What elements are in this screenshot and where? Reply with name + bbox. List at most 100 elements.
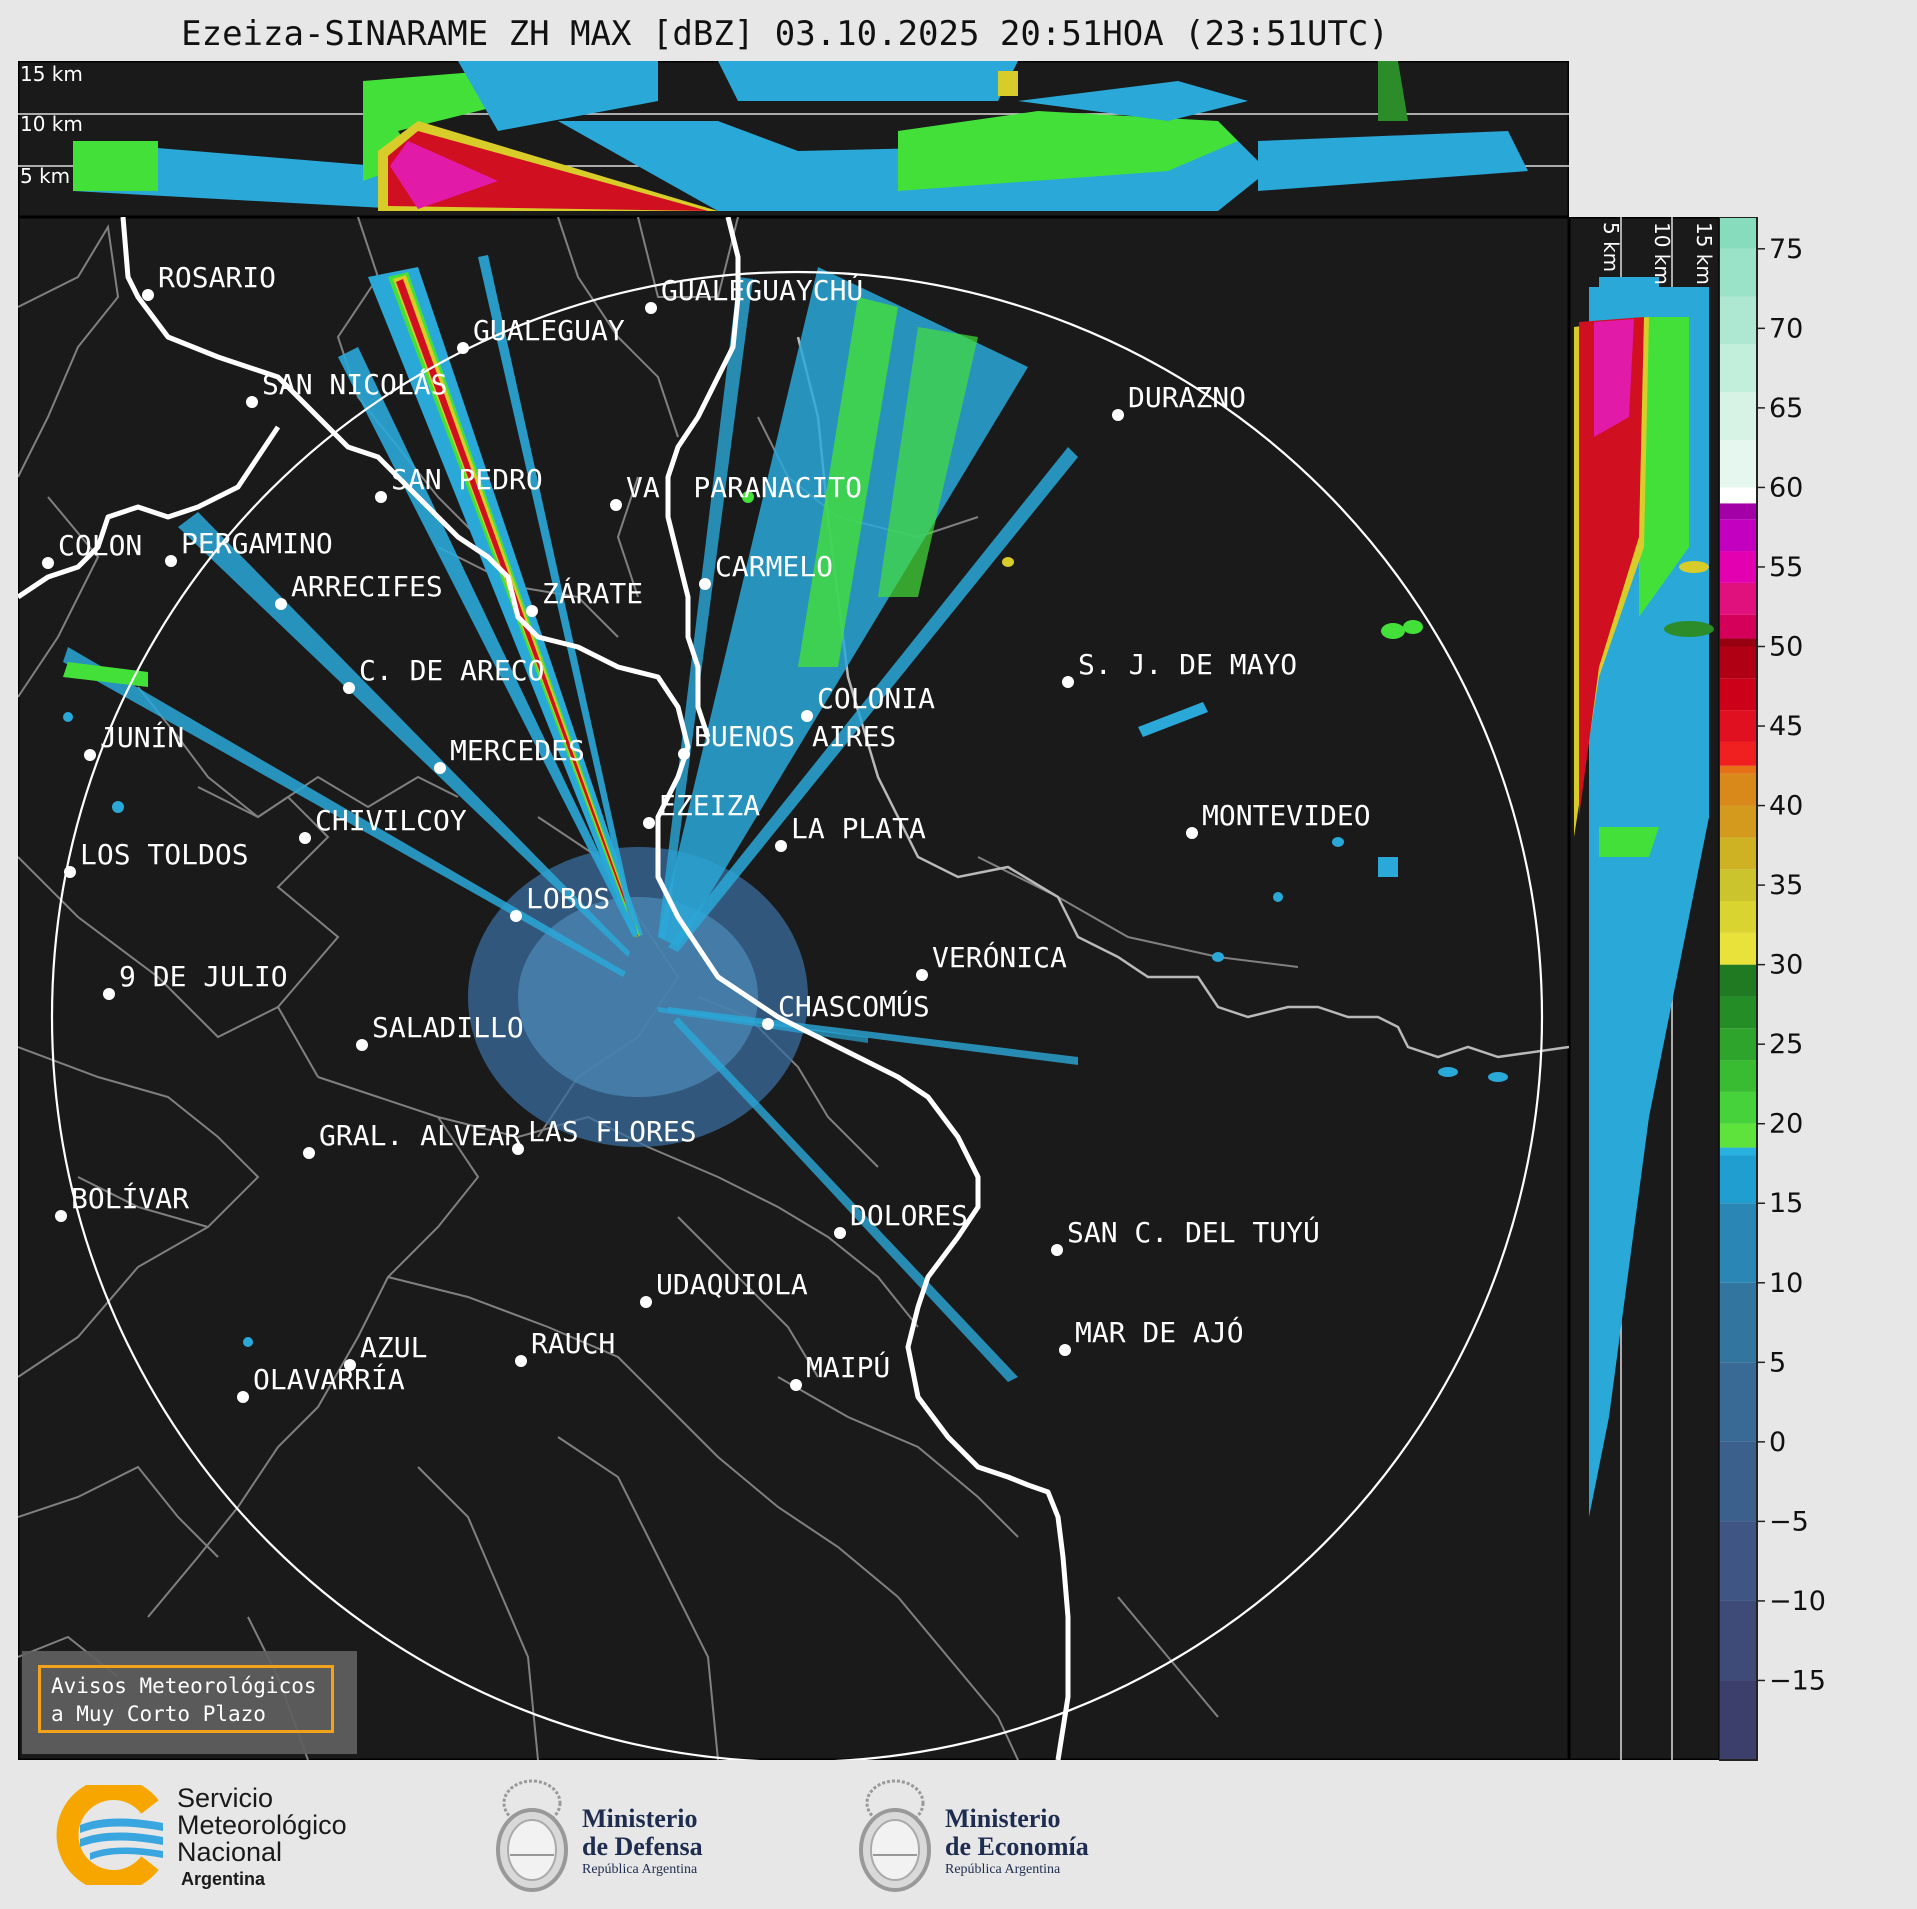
svg-text:BOLÍVAR: BOLÍVAR	[71, 1181, 189, 1215]
svg-text:MERCEDES: MERCEDES	[450, 734, 585, 767]
svg-text:JUNÍN: JUNÍN	[100, 720, 184, 754]
city-chascomus: CHASCOMÚS	[762, 989, 930, 1030]
svg-text:PERGAMINO: PERGAMINO	[181, 527, 333, 560]
svg-text:GUALEGUAY: GUALEGUAY	[473, 314, 625, 347]
defensa-logo-text: Ministerio de Defensa República Argentin…	[582, 1804, 703, 1878]
top-profile-echoes	[73, 61, 1528, 211]
city-gral-alvear: GRAL. ALVEAR	[303, 1119, 521, 1159]
svg-text:LOS TOLDOS: LOS TOLDOS	[80, 838, 249, 871]
city-gualeguaychu: GUALEGUAYCHÚ	[645, 273, 863, 314]
city-gualeguay: GUALEGUAY	[457, 314, 625, 354]
colorbar-band	[1719, 503, 1757, 520]
city-va-paranacito: VA. PARANACITO	[610, 471, 862, 511]
svg-text:SAN NICOLÁS: SAN NICOLÁS	[262, 367, 447, 401]
colorbar-bands	[1719, 217, 1757, 1760]
city-carmelo: CARMELO	[699, 550, 833, 590]
colorbar-band	[1719, 391, 1757, 440]
colorbar-tick-label: 10	[1769, 1268, 1803, 1299]
city-colon: COLON	[42, 529, 142, 569]
colorbar-tick-label: 70	[1769, 313, 1803, 344]
side-5km-label: 5 km	[1599, 222, 1623, 272]
colorbar-band	[1719, 869, 1757, 902]
svg-text:CARMELO: CARMELO	[715, 550, 833, 583]
city-bolivar: BOLÍVAR	[55, 1181, 189, 1222]
colorbar-tick-label: 60	[1769, 472, 1803, 503]
svg-text:SALADILLO: SALADILLO	[372, 1011, 524, 1044]
colorbar-band	[1719, 964, 1757, 997]
colorbar-tick-label: 55	[1769, 552, 1803, 583]
svg-text:ARRECIFES: ARRECIFES	[291, 570, 443, 603]
svg-text:DURAZNO: DURAZNO	[1128, 381, 1246, 414]
city-zarate: ZÁRATE	[526, 576, 643, 617]
colorbar-band	[1719, 296, 1757, 345]
svg-text:ROSARIO: ROSARIO	[158, 261, 276, 294]
svg-text:RAUCH: RAUCH	[531, 1327, 615, 1360]
svg-text:MAR DE AJÓ: MAR DE AJÓ	[1075, 1315, 1244, 1349]
radar-map: ROSARIO GUALEGUAYCHÚ GUALEGUAY SAN NICOL…	[18, 217, 1569, 1760]
svg-text:BUENOS AIRES: BUENOS AIRES	[694, 720, 896, 753]
colorbar-band	[1719, 614, 1757, 639]
city-junin: JUNÍN	[84, 720, 184, 761]
warning-line2: a Muy Corto Plazo	[51, 1702, 266, 1726]
colorbar-band	[1719, 1680, 1757, 1760]
colorbar-tick-label: 35	[1769, 870, 1803, 901]
svg-text:LA PLATA: LA PLATA	[791, 812, 926, 845]
colorbar-band	[1719, 646, 1757, 679]
colorbar-band	[1719, 1282, 1757, 1363]
colorbar-band	[1719, 1203, 1757, 1283]
city-azul: AZUL	[344, 1331, 427, 1371]
city-veronica: VERÓNICA	[916, 940, 1067, 981]
smn-logo-text: Servicio Meteorológico Nacional Argentin…	[177, 1783, 347, 1890]
city-la-plata: LA PLATA	[775, 812, 926, 852]
colorbar-band	[1719, 487, 1757, 504]
colorbar-tick-label: 5	[1769, 1347, 1786, 1378]
colorbar-tick-label: 65	[1769, 393, 1803, 424]
city-san-c-del-tuyu: SAN C. DEL TUYÚ	[1051, 1215, 1320, 1256]
warning-box[interactable]: Avisos Meteorológicos a Muy Corto Plazo	[22, 1651, 357, 1754]
svg-text:AZUL: AZUL	[360, 1331, 427, 1364]
city-montevideo: MONTEVIDEO	[1186, 799, 1371, 839]
colorbar-band	[1719, 1362, 1757, 1442]
colorbar-band	[1719, 551, 1757, 583]
side-height-profile: 5 km 10 km 15 km	[1569, 217, 1720, 1760]
city-olavarria: OLAVARRÍA	[237, 1362, 405, 1403]
colorbar-tick-label: 20	[1769, 1109, 1803, 1140]
city-maipu: MAIPÚ	[790, 1350, 890, 1391]
city-sj-de-mayo: S. J. DE MAYO	[1062, 648, 1297, 688]
svg-text:CHASCOMÚS: CHASCOMÚS	[778, 989, 930, 1023]
city-durazno: DURAZNO	[1112, 381, 1246, 421]
city-los-toldos: LOS TOLDOS	[64, 838, 249, 878]
colorbar-band	[1719, 519, 1757, 552]
warning-box-frame[interactable]: Avisos Meteorológicos a Muy Corto Plazo	[38, 1665, 334, 1733]
svg-text:DOLORES: DOLORES	[850, 1199, 968, 1232]
svg-text:LOBOS: LOBOS	[526, 882, 610, 915]
colorbar-band	[1719, 1060, 1757, 1092]
city-lobos: LOBOS	[510, 882, 610, 922]
colorbar-band	[1719, 1155, 1757, 1204]
city-san-pedro: SAN PEDRO	[375, 463, 543, 503]
city-buenos-aires: BUENOS AIRES	[678, 720, 896, 760]
colorbar-tick-label: 0	[1769, 1427, 1786, 1458]
colorbar-band	[1719, 248, 1757, 297]
city-9-de-julio: 9 DE JULIO	[103, 960, 288, 1000]
city-arrecifes: ARRECIFES	[275, 570, 443, 610]
warning-line1: Avisos Meteorológicos	[51, 1674, 317, 1698]
svg-text:SAN C. DEL TUYÚ: SAN C. DEL TUYÚ	[1067, 1215, 1320, 1249]
colorbar-tick-label: 40	[1769, 791, 1803, 822]
city-c-de-areco: C. DE ARECO	[343, 654, 544, 694]
svg-text:EZEIZA: EZEIZA	[659, 789, 760, 822]
colorbar-band	[1719, 1147, 1757, 1156]
colorbar-band	[1719, 765, 1757, 774]
defensa-seal-icon	[496, 1779, 568, 1892]
svg-text:UDAQUIOLA: UDAQUIOLA	[656, 1268, 808, 1301]
colorbar-tick-label: −10	[1769, 1586, 1826, 1617]
city-saladillo: SALADILLO	[356, 1011, 524, 1051]
svg-text:COLON: COLON	[58, 529, 142, 562]
colorbar-band	[1719, 710, 1757, 742]
top-15km-label: 15 km	[20, 62, 83, 86]
city-colonia: COLONIA	[801, 682, 935, 722]
colorbar-band	[1719, 344, 1757, 392]
svg-text:S. J. DE MAYO: S. J. DE MAYO	[1078, 648, 1297, 681]
city-las-flores: LAS FLORES	[512, 1115, 697, 1155]
